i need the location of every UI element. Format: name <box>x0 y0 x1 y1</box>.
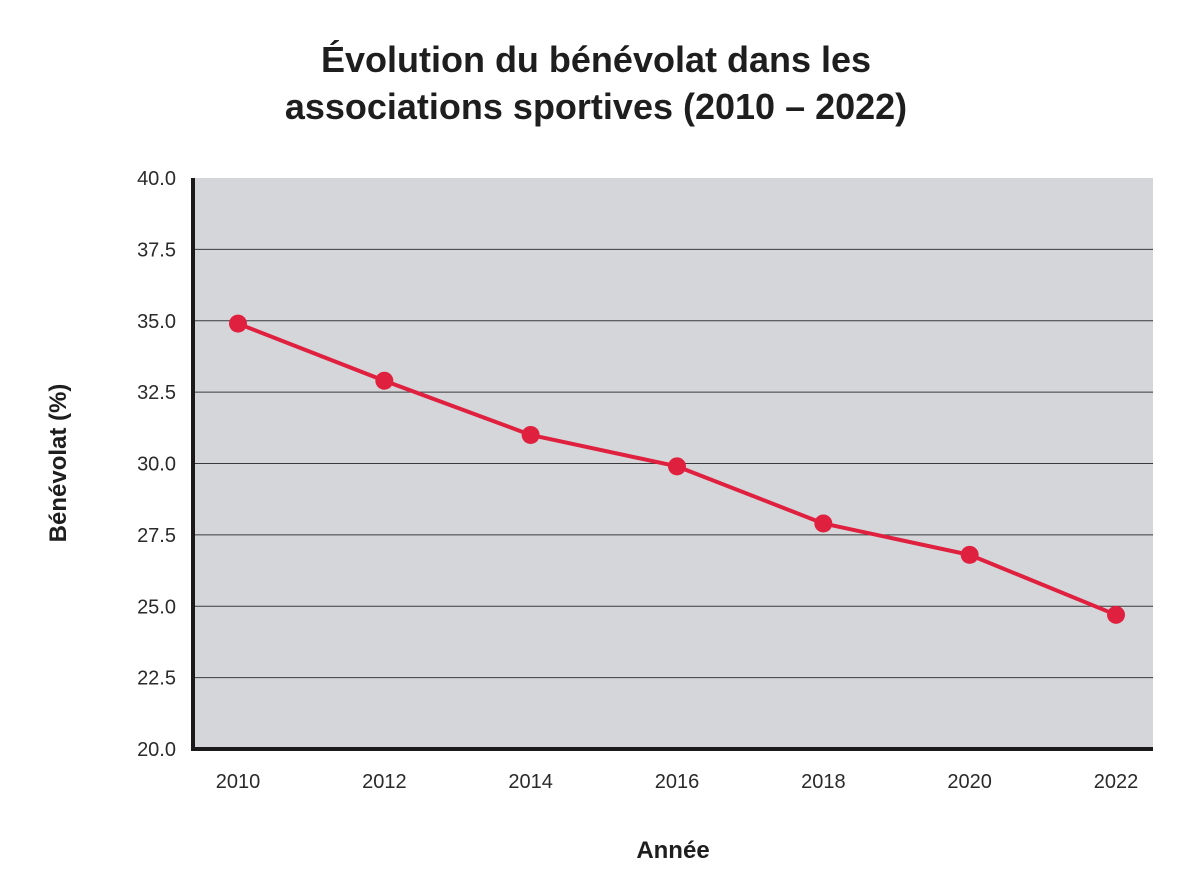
x-tick-label: 2018 <box>801 771 846 793</box>
data-point <box>814 514 833 533</box>
axes <box>191 178 1153 751</box>
y-tick-label: 37.5 <box>137 239 176 261</box>
x-tick-label: 2014 <box>508 771 553 793</box>
x-tick-label: 2010 <box>216 771 261 793</box>
y-tick-label: 27.5 <box>137 525 176 547</box>
data-series <box>229 314 1125 624</box>
data-point <box>521 425 540 444</box>
chart-title-line-2: associations sportives (2010 – 2022) <box>284 86 908 127</box>
chart-title: Évolution du bénévolat dans les associat… <box>0 36 1192 130</box>
y-tick-label: 30.0 <box>137 454 176 476</box>
x-tick-label: 2012 <box>362 771 407 793</box>
data-point <box>1107 605 1125 624</box>
y-tick-label: 20.0 <box>137 739 176 761</box>
data-point <box>375 371 394 390</box>
y-tick-label: 35.0 <box>137 311 176 333</box>
y-tick-label: 40.0 <box>137 168 176 190</box>
data-point <box>668 457 686 476</box>
x-tick-label: 2020 <box>947 771 992 793</box>
chart-title-line-1: Évolution du bénévolat dans les <box>320 39 872 80</box>
x-tick-label: 2022 <box>1094 771 1139 793</box>
y-tick-label: 25.0 <box>137 596 176 618</box>
data-point <box>960 545 979 564</box>
y-tick-label: 22.5 <box>137 668 176 690</box>
data-point <box>229 314 247 333</box>
y-tick-label: 32.5 <box>137 382 176 404</box>
x-axis-title: Année <box>636 837 709 864</box>
y-axis-title: Bénévolat (%) <box>45 384 72 543</box>
tick-labels: 20.0 22.5 25.0 27.5 30.0 32.5 35.0 37.5 40.0 2010… <box>137 168 1138 793</box>
x-tick-label: 2016 <box>655 771 700 793</box>
